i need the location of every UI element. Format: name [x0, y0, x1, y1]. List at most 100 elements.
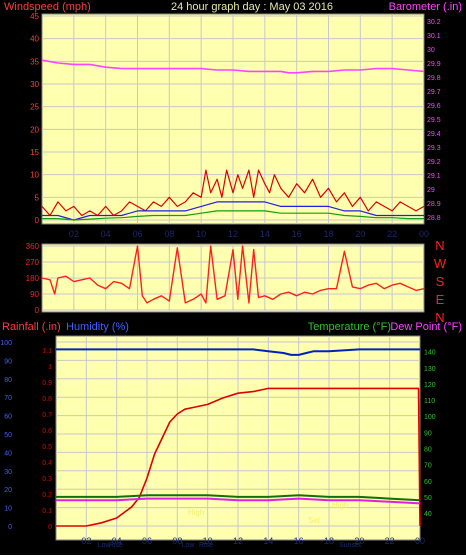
compass-label-n-bottom: N — [435, 310, 444, 325]
event-label-low: Low — [182, 542, 196, 549]
baro-y-tick-label: 29.8 — [427, 75, 441, 82]
dew-point-line — [56, 497, 421, 505]
temp-y-tick-label: 60 — [424, 479, 432, 486]
baro-y-tick-label: 29 — [427, 187, 435, 194]
baro-y-tick-label: 29.5 — [427, 117, 441, 124]
wind-baro-x-tick-label: 10 — [196, 229, 206, 239]
avg-wind-line — [42, 210, 424, 221]
humidity-y-tick-label: 20 — [4, 487, 12, 494]
wind-direction-line — [41, 245, 425, 304]
humidity-y-tick-label: 70 — [4, 395, 12, 402]
rain-humidity-x-tick-label: 14 — [263, 536, 273, 546]
baro-y-tick-label: 30.1 — [427, 33, 441, 40]
temp-y-tick-label: 90 — [424, 430, 432, 437]
temp-y-tick-label: 120 — [424, 382, 436, 389]
humidity-y-tick-label: 40 — [4, 450, 12, 457]
wind-y-tick-label: 15 — [30, 148, 39, 157]
wind-baro-x-tick-label: 04 — [101, 229, 111, 239]
humidity-y-tick-label: 100 — [0, 340, 12, 347]
temp-y-tick-label: 140 — [424, 350, 436, 357]
temperature-line — [56, 494, 421, 502]
event-label-high: High — [332, 501, 348, 510]
humidity-line — [56, 348, 420, 356]
temperature-axis-title: Temperature (°F) — [308, 321, 391, 333]
direction-y-tick-label: 0 — [35, 306, 40, 315]
rain-y-tick-label: 0 — [48, 524, 52, 531]
wind-line — [42, 201, 424, 221]
wind-y-tick-label: 20 — [30, 125, 39, 134]
rain-y-tick-label: 0.9 — [42, 380, 52, 387]
baro-y-tick-label: 29.7 — [427, 89, 441, 96]
baro-y-tick-label: 29.6 — [427, 103, 441, 110]
rain-humidity-x-tick-label: 12 — [233, 536, 243, 546]
wind-baro-x-tick-label: 18 — [323, 229, 333, 239]
direction-y-tick-label: 90 — [30, 290, 39, 299]
dew-point-axis-title: Dew Point (°F) — [390, 321, 462, 333]
wind-y-tick-label: 30 — [30, 80, 39, 89]
rainfall-axis-title: Rainfall (.in) — [2, 321, 61, 333]
wind-baro-x-tick-label: 12 — [228, 229, 238, 239]
baro-y-tick-label: 29.3 — [427, 145, 441, 152]
compass-label-e: E — [436, 292, 445, 307]
temp-y-tick-label: 50 — [424, 495, 432, 502]
baro-y-tick-label: 29.4 — [427, 131, 441, 138]
humidity-y-tick-label: 0 — [8, 524, 12, 531]
direction-y-tick-label: 270 — [26, 258, 40, 267]
wind-baro-x-tick-label: 06 — [132, 229, 142, 239]
event-label-sunset: Sunset — [339, 542, 361, 549]
baro-y-tick-label: 30 — [427, 47, 435, 54]
rain-y-tick-label: 0.3 — [42, 476, 52, 483]
event-label-rise: Rise — [199, 542, 213, 549]
rain-humidity-x-tick-label: 08 — [172, 536, 182, 546]
event-label-set: Set — [308, 516, 321, 525]
event-label-rise: Rise — [109, 542, 123, 549]
wind-axis-title: Windspeed (mph) — [4, 1, 91, 13]
temp-y-tick-label: 70 — [424, 463, 432, 470]
compass-label-n-top: N — [435, 238, 444, 253]
rain-humidity-x-tick-label: 06 — [142, 536, 152, 546]
wind-y-tick-label: 40 — [30, 35, 39, 44]
rain-y-tick-label: 0.6 — [42, 428, 52, 435]
wind-baro-x-tick-label: 08 — [164, 229, 174, 239]
humidity-y-tick-label: 30 — [4, 469, 12, 476]
baro-y-tick-label: 29.2 — [427, 159, 441, 166]
rain-humidity-x-tick-label: 00 — [415, 536, 425, 546]
baro-y-tick-label: 29.9 — [427, 61, 441, 68]
rain-y-tick-label: 1.1 — [42, 348, 52, 355]
rain-humidity-x-tick-label: 02 — [81, 536, 91, 546]
temp-y-tick-label: 100 — [424, 414, 436, 421]
humidity-y-tick-label: 90 — [4, 358, 12, 365]
wind-y-tick-label: 5 — [35, 193, 40, 202]
wind-y-tick-label: 0 — [35, 216, 40, 225]
wind-baro-x-tick-label: 00 — [419, 229, 429, 239]
gust-line — [41, 169, 425, 217]
humidity-y-tick-label: 80 — [4, 377, 12, 384]
rain-y-tick-label: 0.8 — [42, 396, 52, 403]
temp-y-tick-label: 40 — [424, 511, 432, 518]
baro-y-tick-label: 28.8 — [427, 215, 441, 222]
wind-y-tick-label: 45 — [30, 12, 39, 21]
wind-y-tick-label: 10 — [30, 171, 39, 180]
rain-humidity-x-tick-label: 16 — [294, 536, 304, 546]
compass-label-s: S — [436, 274, 445, 289]
compass-label-w: W — [434, 256, 447, 271]
wind-baro-x-tick-label: 20 — [355, 229, 365, 239]
wind-baro-x-tick-label: 22 — [387, 229, 397, 239]
baro-axis-title: Barometer (.in) — [389, 1, 462, 13]
temp-y-tick-label: 130 — [424, 366, 436, 373]
wind-baro-x-tick-label: 02 — [69, 229, 79, 239]
rain-y-tick-label: 0.1 — [42, 508, 52, 515]
rain-humidity-x-tick-label: 22 — [385, 536, 395, 546]
barometer-line — [41, 59, 425, 74]
event-label-low: Low — [98, 542, 112, 549]
baro-y-tick-label: 30.2 — [427, 19, 441, 26]
wind-y-tick-label: 25 — [30, 103, 39, 112]
humidity-axis-title: Humidity (%) — [66, 321, 129, 333]
wind-y-tick-label: 35 — [30, 57, 39, 66]
rain-humidity-x-tick-label: 10 — [203, 536, 213, 546]
rain-humidity-x-tick-label: 18 — [324, 536, 334, 546]
humidity-y-tick-label: 10 — [4, 506, 12, 513]
humidity-y-tick-label: 60 — [4, 414, 12, 421]
direction-y-tick-label: 180 — [26, 274, 40, 283]
